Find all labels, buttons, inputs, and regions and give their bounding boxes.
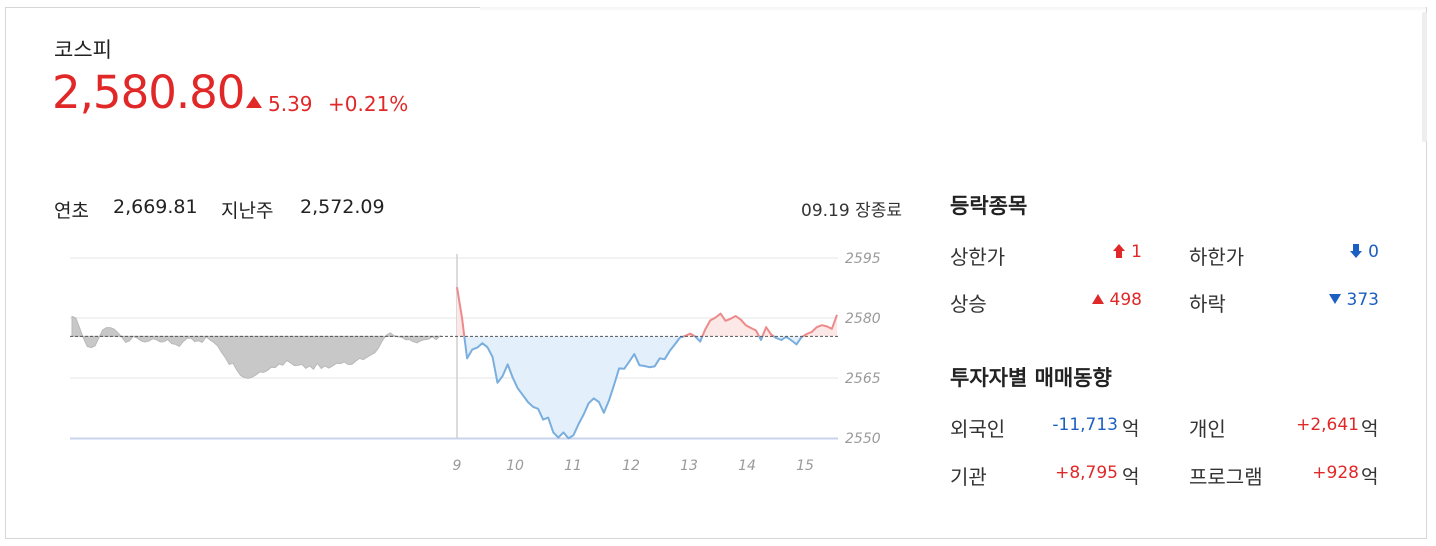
today-above-area bbox=[802, 314, 837, 337]
index-change: 5.39 bbox=[268, 92, 313, 116]
today-below-area bbox=[464, 336, 684, 439]
last-week-value: 2,572.09 bbox=[300, 196, 385, 218]
institution-value: +8,795 bbox=[1055, 463, 1118, 483]
program-value: +928 bbox=[1312, 463, 1359, 483]
today-above-line bbox=[802, 314, 838, 338]
y-axis-labels: 2595 2580 2565 2550 bbox=[845, 251, 881, 447]
market-status: 09.19 장종료 bbox=[801, 201, 902, 221]
rise-value: 498 bbox=[1091, 290, 1142, 310]
x-tick-label: 10 bbox=[506, 458, 524, 474]
upper-limit-value: 1 bbox=[1113, 242, 1142, 262]
today-above-line bbox=[761, 326, 775, 338]
unit-label: 억 bbox=[1361, 466, 1379, 488]
rise-label: 상승 bbox=[950, 292, 987, 316]
fall-value: 373 bbox=[1328, 290, 1379, 310]
y-tick-label: 2565 bbox=[845, 371, 881, 387]
today-above-area bbox=[702, 313, 760, 337]
today-above-line bbox=[456, 287, 466, 337]
x-tick-label: 14 bbox=[738, 458, 756, 474]
scrollbar[interactable] bbox=[1422, 12, 1427, 142]
index-value: 2,580.80 bbox=[52, 66, 245, 119]
index-name[interactable]: 코스피 bbox=[54, 38, 112, 62]
lower-limit-value: 0 bbox=[1350, 242, 1379, 262]
y-tick-label: 2580 bbox=[845, 311, 881, 327]
lower-limit-label: 하한가 bbox=[1189, 245, 1245, 269]
prev-day-area-shape bbox=[71, 315, 441, 379]
unit-label: 억 bbox=[1122, 418, 1140, 440]
today-below-area bbox=[773, 336, 803, 345]
today-below-line bbox=[773, 335, 804, 346]
x-tick-label: 13 bbox=[680, 458, 698, 474]
today-series bbox=[456, 287, 838, 440]
foreign-value: -11,713 bbox=[1052, 415, 1118, 435]
individual-label: 개인 bbox=[1189, 417, 1226, 441]
today-below-line bbox=[694, 335, 704, 343]
prev-day-area bbox=[71, 315, 441, 379]
today-below-line bbox=[463, 335, 685, 440]
x-tick-label: 12 bbox=[622, 458, 640, 474]
unit-label: 억 bbox=[1361, 418, 1379, 440]
today-above-line bbox=[701, 312, 760, 337]
year-start-value: 2,669.81 bbox=[113, 196, 198, 218]
up-triangle-icon bbox=[246, 96, 262, 108]
unit-label: 억 bbox=[1122, 466, 1140, 488]
program-label: 프로그램 bbox=[1189, 465, 1263, 489]
x-tick-label: 15 bbox=[796, 458, 814, 474]
limit-down-arrow-icon bbox=[1350, 244, 1363, 258]
y-tick-label: 2550 bbox=[845, 431, 881, 447]
foreign-label: 외국인 bbox=[950, 417, 1006, 441]
chart-grid bbox=[70, 254, 838, 440]
investor-trend-title: 투자자별 매매동향 bbox=[950, 366, 1112, 390]
individual-value: +2,641 bbox=[1296, 415, 1359, 435]
fall-label: 하락 bbox=[1189, 292, 1226, 316]
x-axis-labels: 9 10 11 12 13 14 15 bbox=[453, 458, 814, 474]
limit-up-arrow-icon bbox=[1113, 244, 1126, 258]
index-change-pct: +0.21% bbox=[328, 92, 409, 116]
upper-limit-label: 상한가 bbox=[950, 245, 1006, 269]
rise-triangle-icon bbox=[1091, 294, 1104, 304]
advance-decline-title: 등락종목 bbox=[950, 194, 1028, 218]
x-tick-label: 11 bbox=[564, 458, 582, 474]
last-week-label: 지난주 bbox=[221, 200, 274, 222]
top-divider bbox=[480, 7, 1426, 12]
today-above-line bbox=[683, 332, 696, 338]
year-start-label: 연초 bbox=[54, 200, 89, 222]
fall-triangle-icon bbox=[1328, 294, 1341, 304]
y-tick-label: 2595 bbox=[845, 251, 881, 267]
institution-label: 기관 bbox=[950, 465, 987, 489]
today-below-line bbox=[758, 335, 764, 341]
x-tick-label: 9 bbox=[453, 458, 462, 474]
index-card bbox=[5, 7, 1427, 539]
intraday-chart: 2595 2580 2565 2550 9 10 11 12 13 14 15 bbox=[70, 251, 881, 474]
